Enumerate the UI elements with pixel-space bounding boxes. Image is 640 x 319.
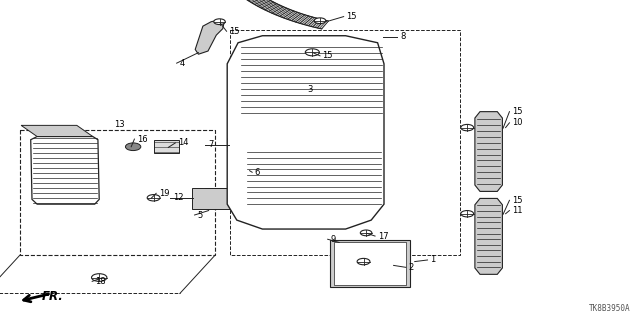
Polygon shape (296, 15, 307, 23)
Circle shape (92, 274, 107, 281)
Bar (240, 45, 378, 115)
Polygon shape (287, 12, 300, 20)
Bar (232, 153, 264, 179)
Text: 5: 5 (197, 211, 202, 219)
Text: 11: 11 (512, 206, 522, 215)
Polygon shape (266, 4, 280, 11)
Text: 15: 15 (346, 12, 356, 21)
Polygon shape (274, 7, 287, 15)
Text: 17: 17 (378, 232, 388, 241)
Text: 19: 19 (159, 189, 169, 198)
Circle shape (357, 258, 370, 265)
Circle shape (305, 49, 319, 56)
Circle shape (461, 211, 474, 217)
Bar (246, 150, 382, 206)
Polygon shape (268, 5, 282, 12)
Polygon shape (253, 0, 268, 4)
Polygon shape (278, 9, 291, 16)
Polygon shape (310, 19, 321, 27)
Polygon shape (255, 0, 269, 5)
Polygon shape (195, 20, 224, 54)
Text: 13: 13 (114, 120, 125, 129)
Text: 9: 9 (330, 235, 335, 244)
Bar (192, 188, 230, 209)
Text: FR.: FR. (42, 290, 63, 303)
Text: 15: 15 (512, 107, 522, 116)
Polygon shape (319, 20, 328, 29)
Text: TK8B3950A: TK8B3950A (589, 304, 630, 313)
Bar (330, 240, 410, 287)
Text: 6: 6 (255, 168, 260, 177)
Circle shape (214, 19, 225, 25)
Bar (154, 140, 179, 153)
Text: 15: 15 (229, 27, 239, 36)
Circle shape (314, 18, 326, 24)
Polygon shape (304, 17, 314, 25)
Polygon shape (31, 137, 99, 204)
Bar (294, 120, 338, 150)
Text: 12: 12 (173, 193, 183, 202)
Polygon shape (256, 0, 271, 6)
Circle shape (125, 143, 141, 151)
Polygon shape (282, 10, 294, 18)
Polygon shape (291, 13, 303, 21)
Polygon shape (315, 20, 324, 28)
Bar (20, 130, 215, 255)
Polygon shape (302, 17, 312, 25)
Text: 15: 15 (512, 196, 522, 205)
Bar (230, 30, 460, 255)
Polygon shape (265, 4, 278, 11)
Polygon shape (248, 0, 263, 2)
Text: 14: 14 (178, 138, 188, 147)
Polygon shape (250, 0, 265, 3)
Polygon shape (308, 18, 319, 26)
Text: 2: 2 (408, 263, 413, 272)
Polygon shape (21, 125, 93, 137)
Text: 8: 8 (400, 32, 405, 41)
Circle shape (461, 124, 474, 131)
Polygon shape (298, 15, 308, 23)
Polygon shape (260, 1, 274, 8)
Text: 18: 18 (95, 277, 106, 286)
Polygon shape (284, 11, 296, 19)
Polygon shape (258, 0, 272, 7)
Text: 3: 3 (307, 85, 312, 94)
Polygon shape (475, 112, 502, 191)
Text: 10: 10 (512, 118, 522, 127)
Circle shape (147, 195, 160, 201)
Text: 4: 4 (179, 59, 184, 68)
Polygon shape (306, 18, 316, 26)
Polygon shape (294, 14, 305, 22)
Bar (227, 138, 241, 151)
Bar (205, 188, 227, 207)
Polygon shape (280, 10, 292, 17)
Text: 1: 1 (430, 256, 435, 264)
Polygon shape (276, 8, 289, 16)
Polygon shape (263, 3, 277, 10)
Bar (246, 120, 290, 150)
Text: 7: 7 (208, 140, 213, 149)
Polygon shape (475, 198, 502, 274)
Polygon shape (261, 2, 275, 9)
Circle shape (360, 230, 372, 236)
Text: 16: 16 (137, 135, 148, 144)
Polygon shape (313, 19, 323, 27)
Polygon shape (285, 11, 298, 19)
Polygon shape (247, 0, 262, 1)
Polygon shape (317, 20, 326, 28)
Polygon shape (227, 36, 384, 229)
Polygon shape (272, 7, 285, 14)
Polygon shape (270, 6, 284, 13)
Bar (334, 242, 406, 285)
Text: 15: 15 (323, 51, 333, 60)
Polygon shape (300, 16, 310, 24)
Polygon shape (289, 13, 301, 21)
Polygon shape (252, 0, 266, 4)
